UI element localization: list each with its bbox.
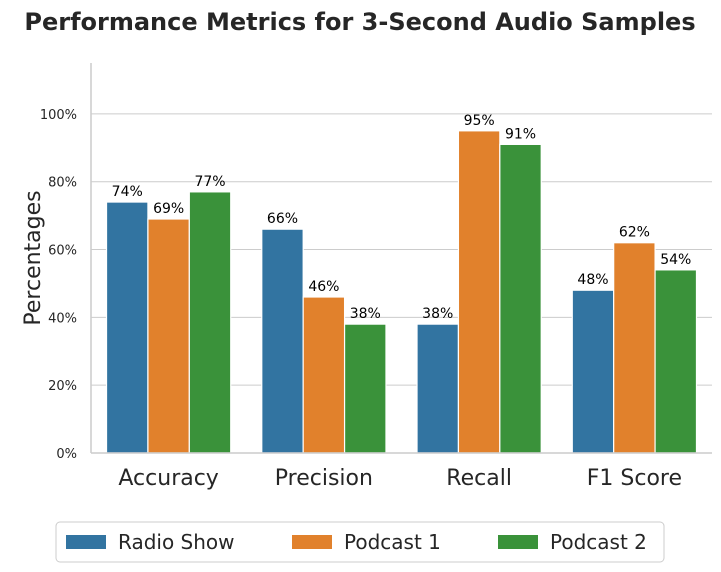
data-label: 74% xyxy=(112,184,143,200)
data-label: 69% xyxy=(153,201,184,217)
data-label: 46% xyxy=(308,279,339,295)
bar-podcast-1-recall xyxy=(457,130,501,454)
data-label: 66% xyxy=(267,211,298,227)
legend: Radio Show Podcast 1 Podcast 2 xyxy=(55,521,665,563)
data-label: 77% xyxy=(194,174,225,190)
y-tick-label: 0% xyxy=(56,447,77,462)
bar-radio-show-precision xyxy=(261,228,304,454)
axes: 0% 20% 40% 60% 80% 100% Accuracy Precision Recal… xyxy=(40,63,712,491)
legend-label: Radio Show xyxy=(118,530,235,554)
bar-podcast-1-precision xyxy=(302,296,346,454)
data-label: 54% xyxy=(660,252,691,268)
y-axis-label: Percentages xyxy=(21,190,46,325)
legend-label: Podcast 2 xyxy=(550,530,647,554)
bar-radio-show-f1-score xyxy=(571,289,615,454)
chart-title: Performance Metrics for 3-Second Audio S… xyxy=(24,8,695,36)
legend-swatch xyxy=(292,535,332,549)
y-tick-label: 60% xyxy=(48,244,77,259)
data-label: 95% xyxy=(464,113,495,129)
data-label: 38% xyxy=(422,306,453,322)
y-tick-label: 100% xyxy=(40,108,77,123)
x-tick-label: Accuracy xyxy=(118,466,218,491)
bars xyxy=(105,130,698,454)
data-labels: 74% 69% 77% 66% 46% 38% 38% 95% 91% 48% 62% 54% xyxy=(112,113,692,322)
data-label: 48% xyxy=(577,272,608,288)
legend-swatch xyxy=(66,535,106,549)
y-tick-label: 20% xyxy=(48,379,77,394)
bar-podcast-1-f1-score xyxy=(613,242,656,454)
bar-podcast-1-accuracy xyxy=(147,218,190,454)
x-tick-label: Precision xyxy=(275,466,373,491)
bar-podcast-2-recall xyxy=(499,143,542,454)
data-label: 91% xyxy=(505,126,536,142)
legend-swatch xyxy=(498,535,538,549)
data-label: 38% xyxy=(350,306,381,322)
x-tick-label: F1 Score xyxy=(587,466,682,491)
y-tick-label: 80% xyxy=(48,176,77,191)
bar-podcast-2-accuracy xyxy=(188,191,232,454)
legend-label: Podcast 1 xyxy=(344,530,441,554)
bar-podcast-2-precision xyxy=(343,323,387,454)
bar-podcast-2-f1-score xyxy=(654,269,698,454)
x-tick-label: Recall xyxy=(446,466,512,491)
legend-frame xyxy=(55,521,665,563)
bar-radio-show-recall xyxy=(416,323,460,454)
y-tick-label: 40% xyxy=(48,311,77,326)
bar-radio-show-accuracy xyxy=(105,201,149,454)
data-label: 62% xyxy=(619,225,650,241)
